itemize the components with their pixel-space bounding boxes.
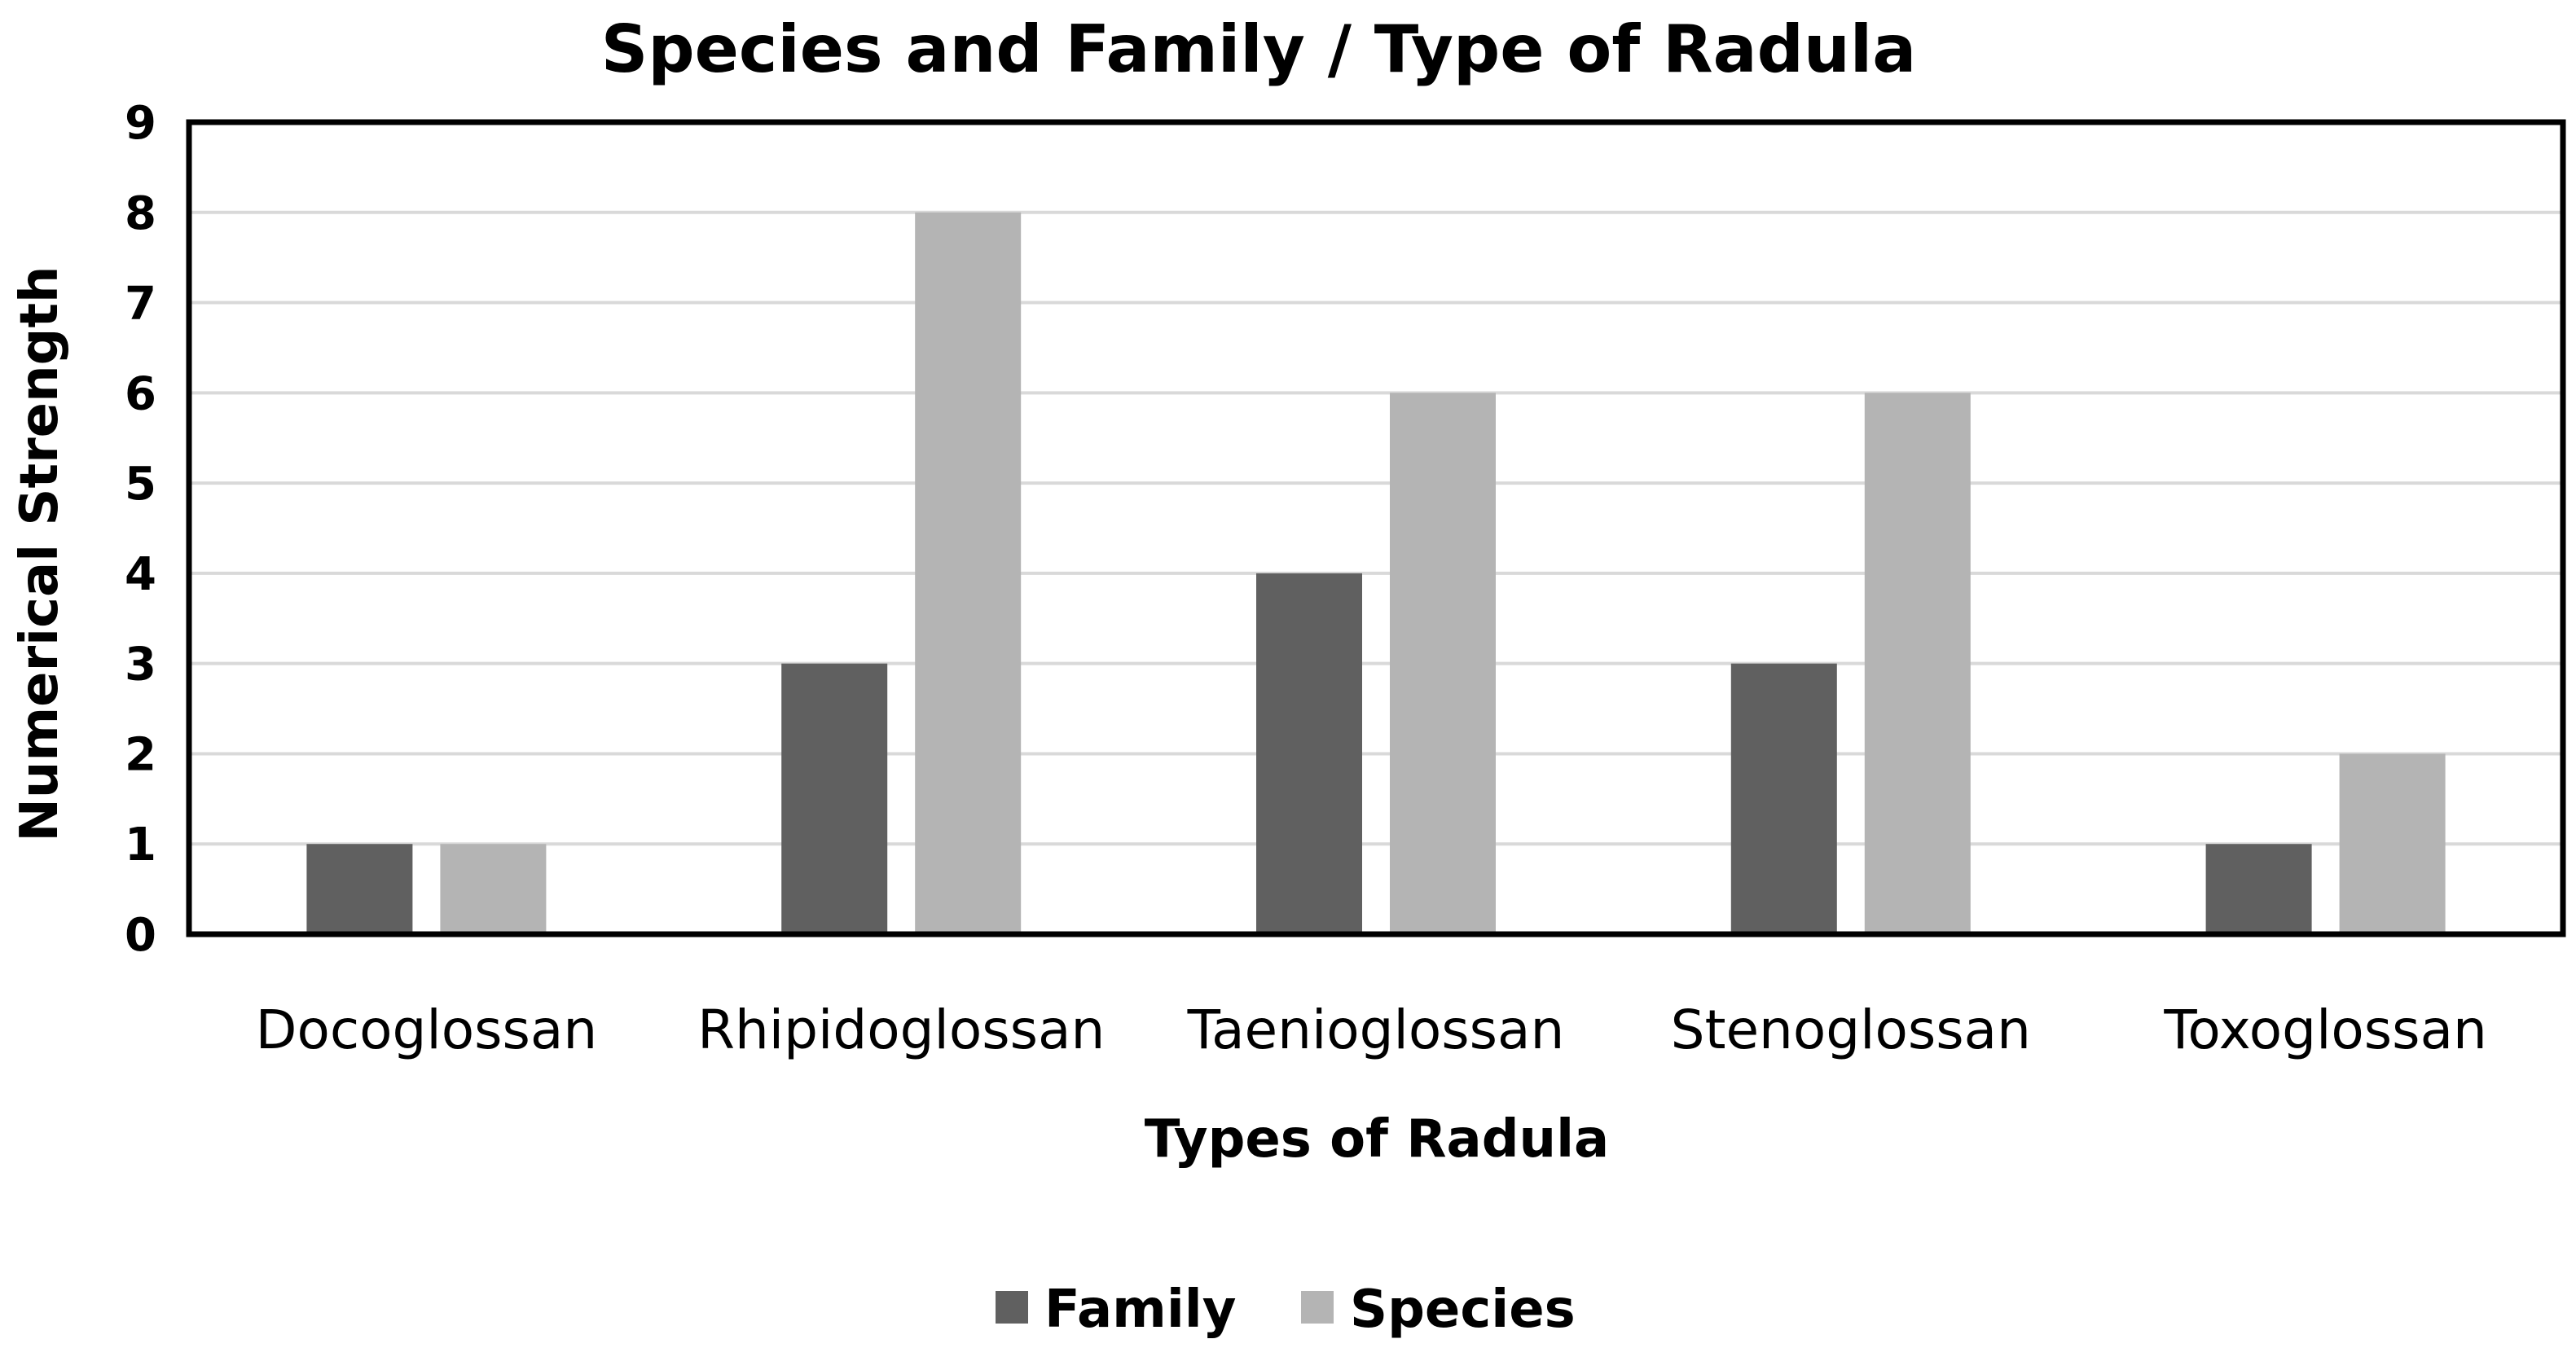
y-tick-label: 9 (125, 97, 156, 150)
legend-swatch-family (996, 1291, 1028, 1324)
y-tick-label: 2 (125, 728, 156, 781)
bar-species-docoglossan (440, 844, 547, 934)
x-tick-label: Rhipidoglossan (697, 999, 1105, 1061)
x-tick-label: Docoglossan (256, 999, 598, 1061)
x-tick-label: Toxoglossan (2163, 999, 2487, 1061)
legend-swatch-species (1301, 1291, 1334, 1324)
x-tick-label: Taenioglossan (1187, 999, 1565, 1061)
bar-family-docoglossan (306, 844, 413, 934)
bar-family-stenoglossan (1730, 663, 1837, 934)
x-tick-label: Stenoglossan (1671, 999, 2031, 1061)
x-tick-labels: Docoglossan Rhipidoglossan Taenioglossan St… (256, 999, 2487, 1061)
bars (306, 212, 2446, 934)
y-tick-label: 1 (125, 819, 156, 871)
bar-species-taenioglossan (1390, 393, 1496, 934)
legend-label-family: Family (1044, 1280, 1236, 1340)
legend: Family Species (996, 1280, 1576, 1340)
y-tick-label: 5 (125, 458, 156, 511)
y-tick-label: 3 (125, 639, 156, 691)
y-axis-label: Numerical Strength (10, 266, 70, 841)
bar-species-rhipidoglossan (915, 212, 1022, 934)
y-tick-label: 8 (125, 187, 156, 240)
y-tick-label: 7 (125, 278, 156, 331)
bar-family-toxoglossan (2205, 844, 2312, 934)
y-tick-label: 0 (125, 909, 156, 962)
bar-family-rhipidoglossan (781, 663, 888, 934)
bar-species-toxoglossan (2339, 753, 2446, 934)
bar-family-taenioglossan (1256, 573, 1362, 934)
chart-title: Species and Family / Type of Radula (601, 11, 1916, 87)
bar-species-stenoglossan (1864, 393, 1971, 934)
plot-frame (186, 119, 2566, 937)
y-tick-label: 6 (125, 367, 156, 420)
y-tick-labels: 0 1 2 3 4 5 6 7 8 9 (125, 97, 156, 962)
y-tick-label: 4 (125, 548, 156, 601)
x-axis-label: Types of Radula (1145, 1109, 1609, 1170)
gridlines (189, 210, 2563, 846)
legend-label-species: Species (1350, 1280, 1576, 1340)
